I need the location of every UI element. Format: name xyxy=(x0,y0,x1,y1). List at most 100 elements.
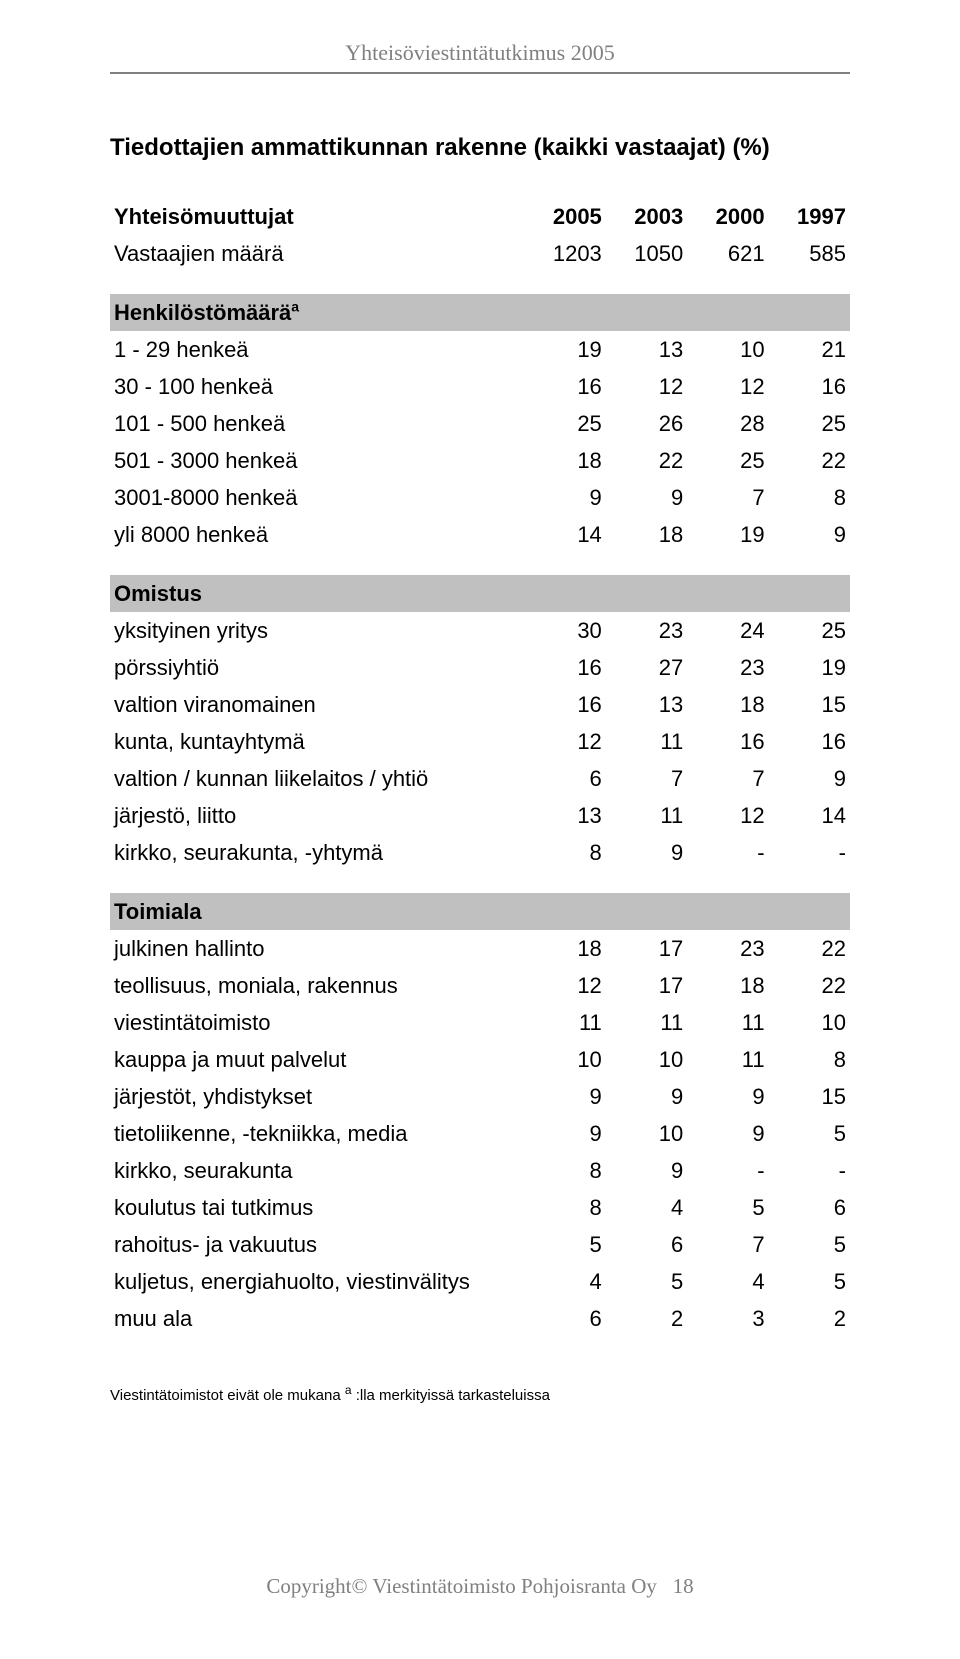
cell: 9 xyxy=(524,1115,605,1152)
cell: 8 xyxy=(524,1189,605,1226)
cell: - xyxy=(769,834,850,871)
cell: 23 xyxy=(606,612,687,649)
cell: 22 xyxy=(769,930,850,967)
col-header-2003: 2003 xyxy=(606,198,687,235)
table-row: yksityinen yritys30232425 xyxy=(110,612,850,649)
row-label: kirkko, seurakunta xyxy=(110,1152,524,1189)
cell: 11 xyxy=(687,1004,768,1041)
footer-copyright-label: Copyright xyxy=(266,1574,351,1598)
footnote-prefix: Viestintätoimistot eivät ole mukana xyxy=(110,1387,345,1404)
cell: 9 xyxy=(687,1115,768,1152)
table-row: kauppa ja muut palvelut1010118 xyxy=(110,1041,850,1078)
cell: 9 xyxy=(524,1078,605,1115)
cell: 7 xyxy=(687,760,768,797)
cell: 4 xyxy=(606,1189,687,1226)
table-row: 101 - 500 henkeä25262825 xyxy=(110,405,850,442)
cell: 15 xyxy=(769,686,850,723)
cell: 13 xyxy=(524,797,605,834)
cell: 5 xyxy=(769,1226,850,1263)
cell: 16 xyxy=(524,686,605,723)
cell: 30 xyxy=(524,612,605,649)
cell: 11 xyxy=(606,723,687,760)
cell: 13 xyxy=(606,686,687,723)
cell: 11 xyxy=(687,1041,768,1078)
row-label: 3001-8000 henkeä xyxy=(110,479,524,516)
cell: 19 xyxy=(769,649,850,686)
cell: 621 xyxy=(687,235,768,272)
cell: 18 xyxy=(687,967,768,1004)
cell: 28 xyxy=(687,405,768,442)
blank-row xyxy=(110,272,850,294)
cell: 5 xyxy=(606,1263,687,1300)
cell: 1050 xyxy=(606,235,687,272)
cell: 3 xyxy=(687,1300,768,1337)
cell: - xyxy=(687,1152,768,1189)
cell: 22 xyxy=(769,442,850,479)
row-label: järjestö, liitto xyxy=(110,797,524,834)
cell: 21 xyxy=(769,331,850,368)
section-sup: a xyxy=(291,299,299,315)
cell: 8 xyxy=(524,1152,605,1189)
cell: 16 xyxy=(524,649,605,686)
cell: 10 xyxy=(687,331,768,368)
cell: 585 xyxy=(769,235,850,272)
cell: 16 xyxy=(769,723,850,760)
cell: 8 xyxy=(769,1041,850,1078)
data-table: Yhteisömuuttujat 2005 2003 2000 1997 Vas… xyxy=(110,198,850,1337)
row-label: kirkko, seurakunta, -yhtymä xyxy=(110,834,524,871)
table-row: järjestöt, yhdistykset99915 xyxy=(110,1078,850,1115)
cell: 19 xyxy=(687,516,768,553)
section-header: Henkilöstömääräa xyxy=(110,294,850,331)
cell: 9 xyxy=(606,1078,687,1115)
cell: 2 xyxy=(606,1300,687,1337)
row-label: 101 - 500 henkeä xyxy=(110,405,524,442)
table-row: muu ala6232 xyxy=(110,1300,850,1337)
row-label: Vastaajien määrä xyxy=(110,235,524,272)
cell: 1203 xyxy=(524,235,605,272)
cell: 17 xyxy=(606,930,687,967)
cell: 7 xyxy=(606,760,687,797)
page-footer: Copyright© Viestintätoimisto Pohjoisrant… xyxy=(0,1574,960,1599)
row-label: tietoliikenne, -tekniikka, media xyxy=(110,1115,524,1152)
cell: 18 xyxy=(524,442,605,479)
cell: 6 xyxy=(769,1189,850,1226)
table-row: 3001-8000 henkeä9978 xyxy=(110,479,850,516)
row-label: koulutus tai tutkimus xyxy=(110,1189,524,1226)
footnote-suffix: :lla merkityissä tarkasteluissa xyxy=(352,1387,550,1404)
running-header: Yhteisöviestintätutkimus 2005 xyxy=(110,40,850,66)
cell: 2 xyxy=(769,1300,850,1337)
section-header: Omistus xyxy=(110,575,850,612)
table-row: julkinen hallinto18172322 xyxy=(110,930,850,967)
cell: 8 xyxy=(769,479,850,516)
cell: 18 xyxy=(524,930,605,967)
col-header-label: Yhteisömuuttujat xyxy=(110,198,524,235)
table-header-row: Yhteisömuuttujat 2005 2003 2000 1997 xyxy=(110,198,850,235)
cell: 25 xyxy=(687,442,768,479)
table-row: valtion / kunnan liikelaitos / yhtiö6779 xyxy=(110,760,850,797)
cell: 16 xyxy=(687,723,768,760)
cell: 19 xyxy=(524,331,605,368)
row-label: viestintätoimisto xyxy=(110,1004,524,1041)
row-label: valtion / kunnan liikelaitos / yhtiö xyxy=(110,760,524,797)
row-label: teollisuus, moniala, rakennus xyxy=(110,967,524,1004)
cell: 12 xyxy=(524,967,605,1004)
table-row: kuljetus, energiahuolto, viestinvälitys4… xyxy=(110,1263,850,1300)
cell: 9 xyxy=(606,834,687,871)
cell: - xyxy=(769,1152,850,1189)
table-row: 1 - 29 henkeä19131021 xyxy=(110,331,850,368)
blank-row xyxy=(110,871,850,893)
cell: 12 xyxy=(606,368,687,405)
cell: 9 xyxy=(769,760,850,797)
table-row: koulutus tai tutkimus8456 xyxy=(110,1189,850,1226)
row-label: kauppa ja muut palvelut xyxy=(110,1041,524,1078)
cell: 25 xyxy=(769,612,850,649)
cell: 9 xyxy=(524,479,605,516)
header-rule xyxy=(110,72,850,74)
table-row: järjestö, liitto13111214 xyxy=(110,797,850,834)
row-label: pörssiyhtiö xyxy=(110,649,524,686)
cell: 25 xyxy=(524,405,605,442)
blank-row xyxy=(110,553,850,575)
cell: 9 xyxy=(606,479,687,516)
cell: 16 xyxy=(524,368,605,405)
cell: 12 xyxy=(687,368,768,405)
